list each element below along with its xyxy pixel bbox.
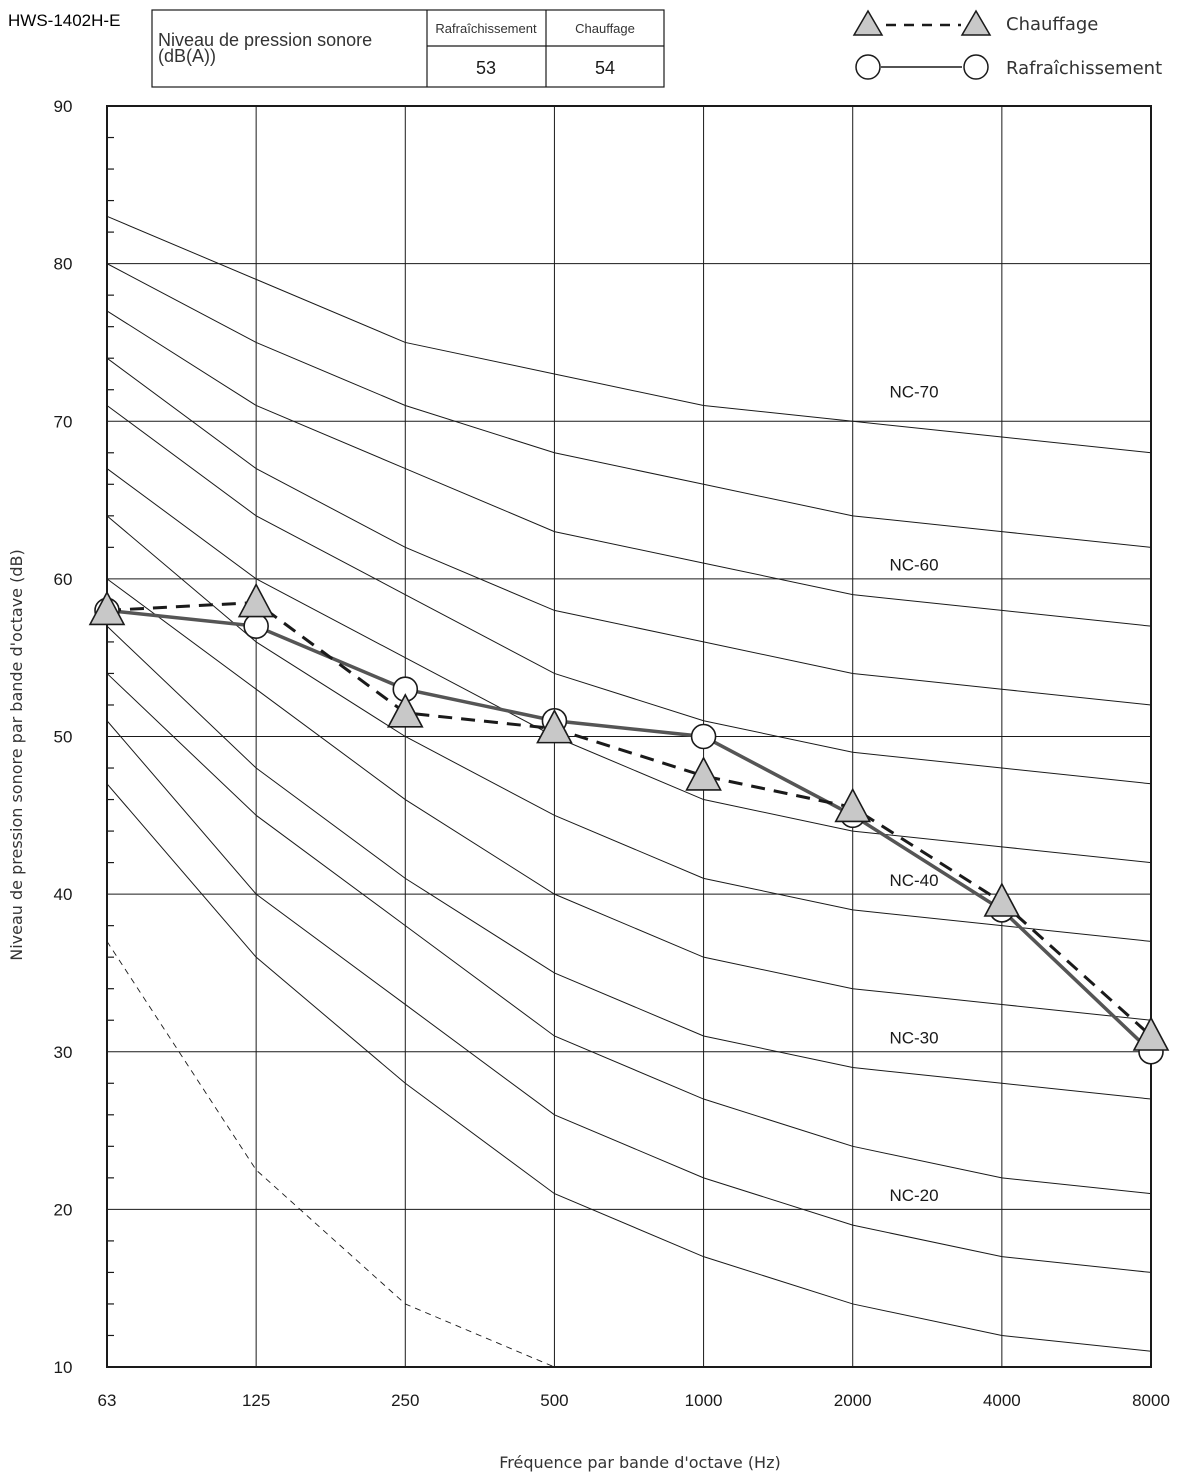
nc-curve-label: NC-40 (889, 871, 938, 890)
legend: Chauffage Rafraîchissement (852, 9, 1162, 80)
y-tick-label: 30 (54, 1043, 73, 1062)
legend-triangle-icon (852, 9, 884, 36)
heat-point (983, 882, 1021, 917)
plot-area: 10 20 30 40 50 60 70 80 90 63 125 250 500 1000 2000 400… (54, 97, 1170, 1410)
nc-curve (106, 215, 1152, 454)
y-tick-label: 50 (54, 728, 73, 747)
x-axis-label: Fréquence par bande d'octave (Hz) (499, 1453, 780, 1472)
y-tick-label: 20 (54, 1200, 73, 1219)
nc-curve-label: NC-60 (889, 556, 938, 575)
col-cool-header: Rafraîchissement (435, 21, 537, 36)
nc-curve (106, 357, 1152, 706)
y-tick-label: 60 (54, 570, 73, 589)
sound-pressure-table: Niveau de pression sonore (dB(A)) Rafraîc… (151, 9, 665, 88)
x-tick-label: 4000 (983, 1391, 1021, 1410)
table-label: Niveau de pression sonore (dB(A)) (158, 30, 372, 66)
model-name: HWS-1402H-E (8, 11, 120, 30)
nc-curve-label: NC-20 (889, 1186, 938, 1205)
nc-curve (106, 578, 1152, 1021)
y-tick-label: 40 (54, 885, 73, 904)
legend-cool-label: Rafraîchissement (1006, 58, 1162, 79)
y-axis-label: Niveau de pression sonore par bande d'oc… (7, 549, 26, 960)
legend-heat-label: Chauffage (1006, 14, 1098, 35)
nc-curve (106, 263, 1152, 548)
x-tick-label: 63 (98, 1391, 117, 1410)
x-tick-label: 250 (391, 1391, 419, 1410)
x-tick-label: 125 (242, 1391, 270, 1410)
x-tick-label: 8000 (1132, 1391, 1170, 1410)
y-tick-label: 80 (54, 255, 73, 274)
heat-point (237, 582, 275, 618)
heat-point (1132, 1016, 1170, 1051)
nc-curve (106, 625, 1152, 1100)
heat-point (834, 787, 872, 823)
cool-point (690, 723, 717, 750)
heat-point (386, 693, 424, 728)
y-tick-label: 90 (54, 97, 73, 116)
y-tick-label: 10 (54, 1358, 73, 1377)
legend-circle-icon (855, 54, 881, 80)
series-line-cool (106, 608, 1153, 1054)
y-tick-label: 70 (54, 412, 73, 431)
heat-point (685, 756, 722, 791)
plot-frame (106, 105, 1152, 1368)
nc-curve (106, 310, 1152, 627)
nc-curve (106, 720, 1152, 1273)
cool-point (243, 613, 269, 639)
heat-point (88, 590, 126, 626)
nc-curve-label: NC-30 (889, 1029, 938, 1048)
legend-triangle-icon (960, 9, 992, 36)
heat-dba-value: 54 (595, 58, 615, 78)
table-border (151, 9, 665, 88)
x-tick-label: 2000 (834, 1391, 872, 1410)
heat-point (536, 708, 573, 744)
legend-circle-icon (963, 54, 989, 80)
nc-curve (106, 515, 1152, 942)
cool-dba-value: 53 (476, 58, 496, 78)
x-tick-label: 500 (540, 1391, 568, 1410)
x-tick-label: 1000 (685, 1391, 723, 1410)
nc-curve (106, 405, 1152, 785)
nc-curve (106, 673, 1152, 1195)
nc-curve (106, 783, 1152, 1352)
threshold-curve (106, 941, 555, 1368)
col-heat-header: Chauffage (575, 21, 635, 36)
nc-curve-label: NC-70 (889, 382, 938, 401)
series-line-heat (106, 600, 1153, 1038)
nc-curve (106, 468, 1152, 864)
